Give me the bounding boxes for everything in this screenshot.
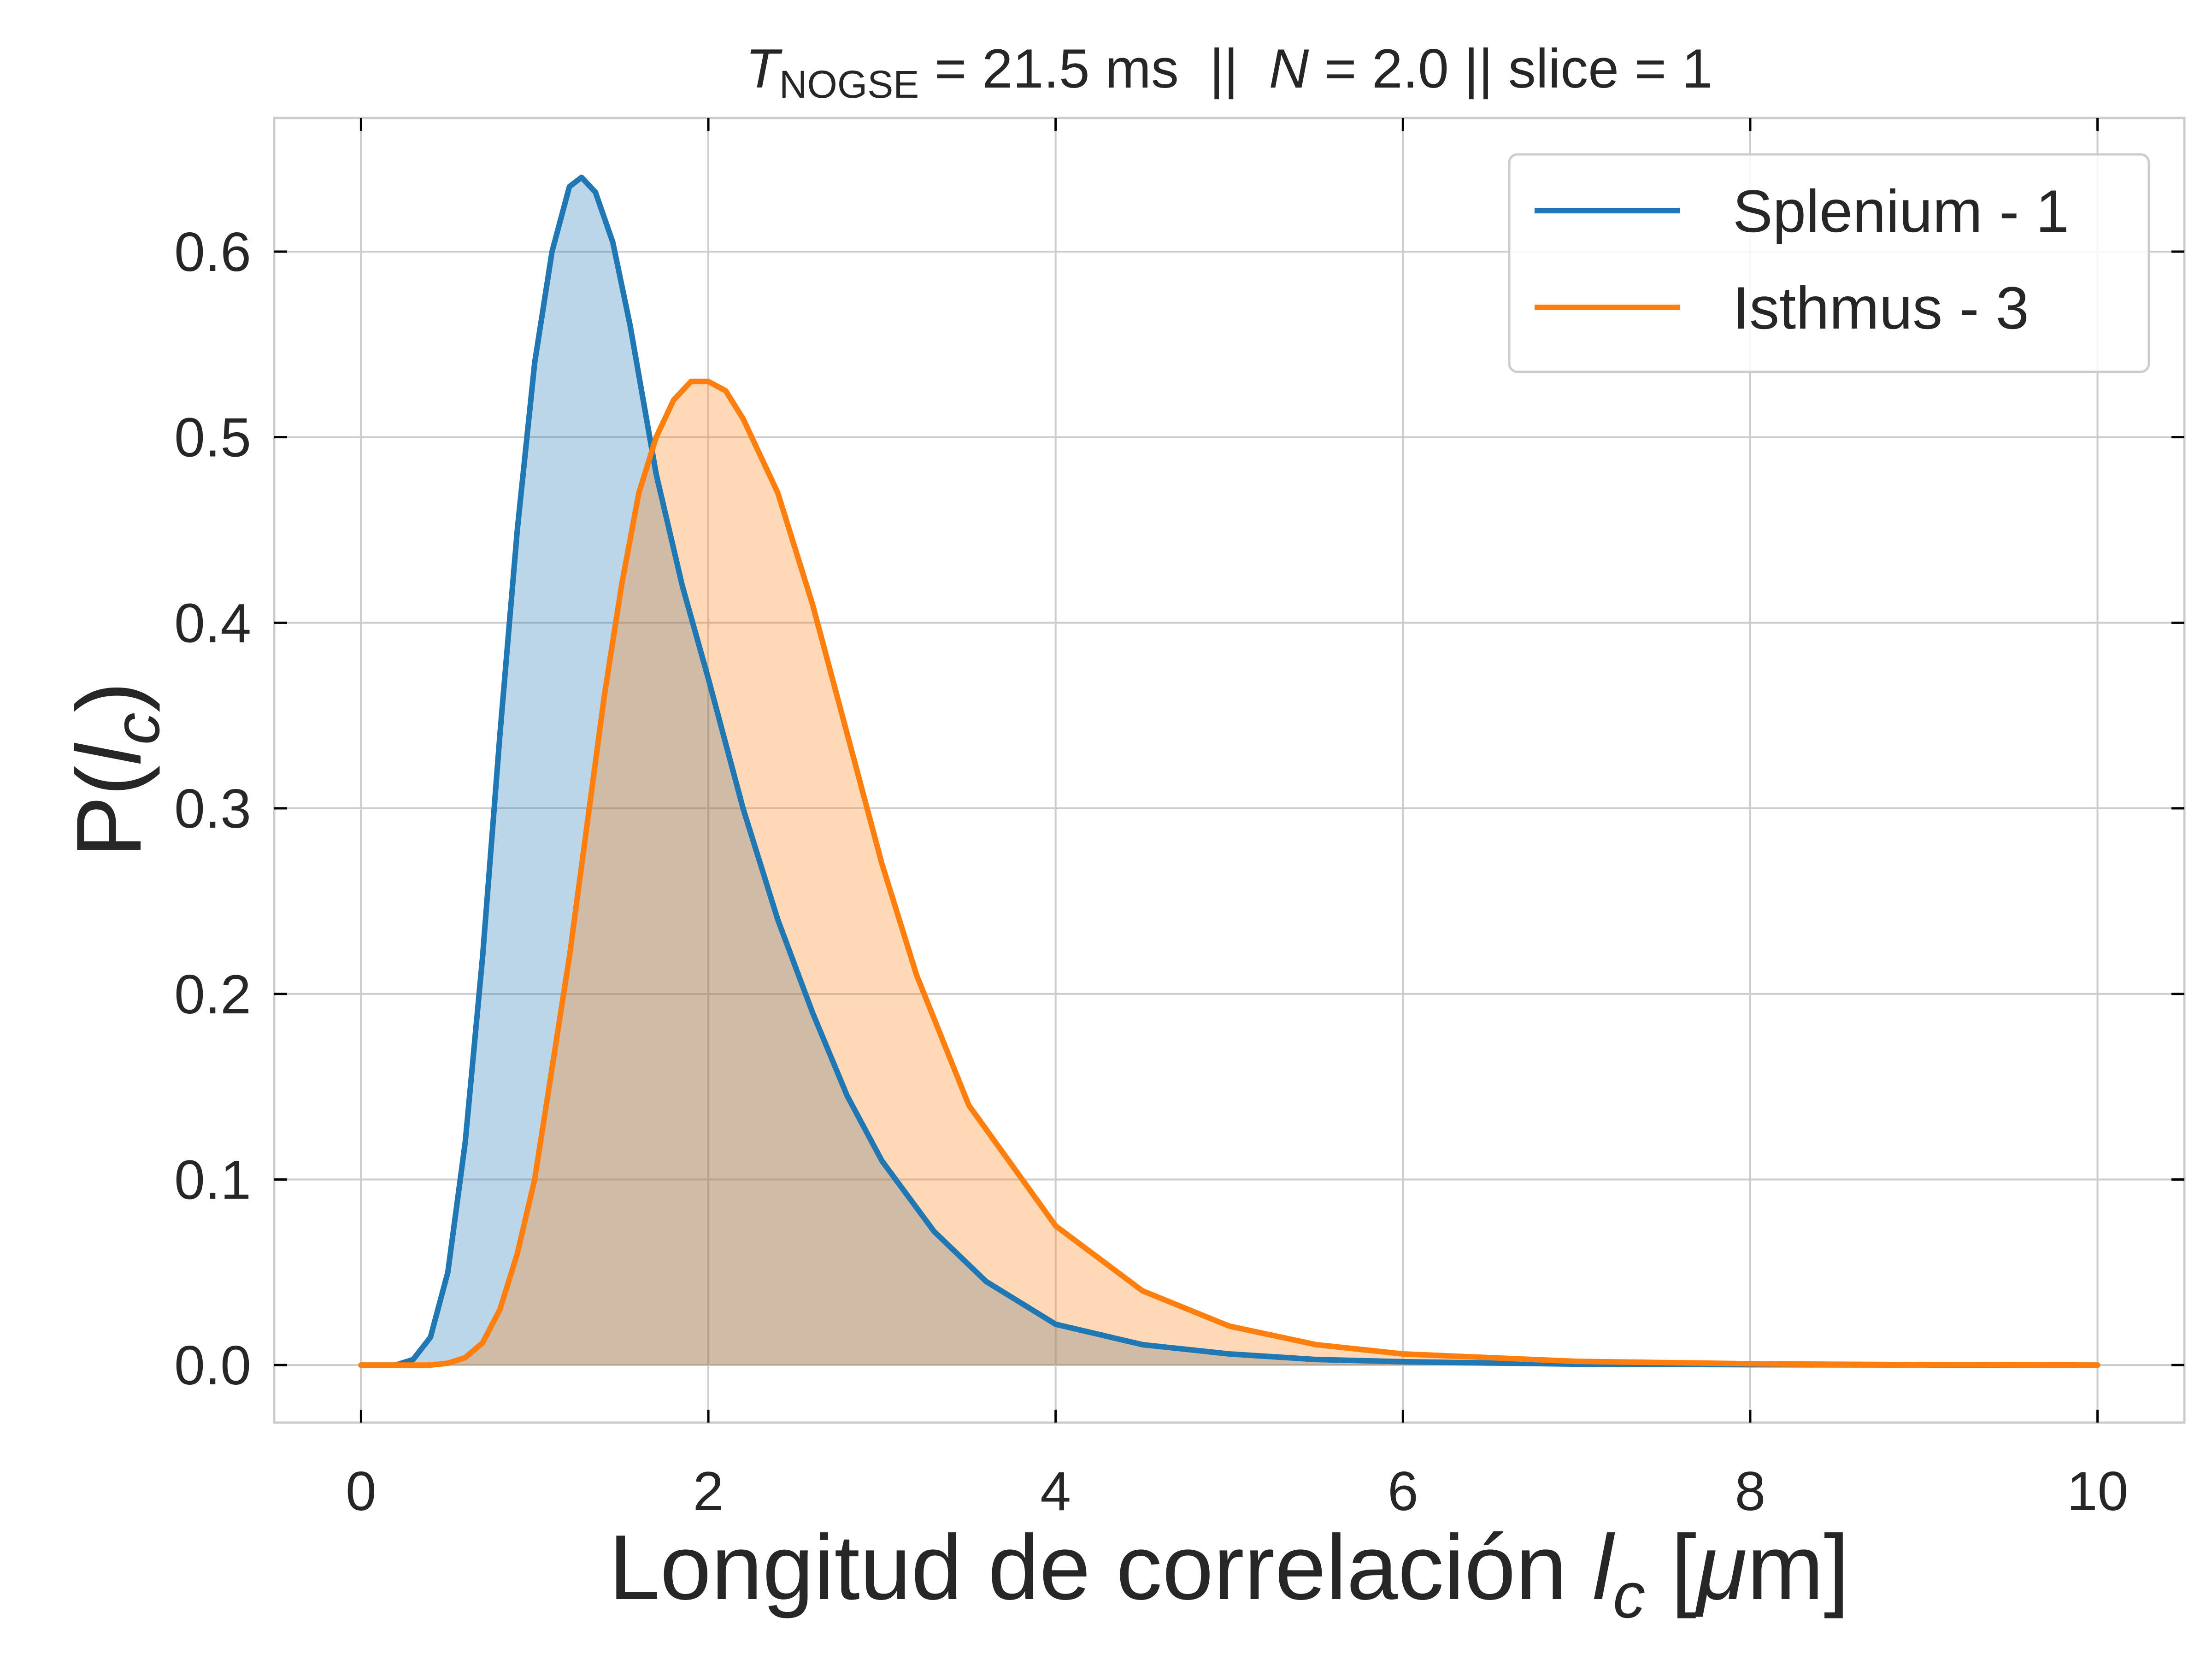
y-tick-label: 0.6 bbox=[174, 221, 251, 283]
y-tick-label: 0.2 bbox=[174, 964, 251, 1025]
y-tick-label: 0.3 bbox=[174, 778, 251, 840]
y-tick-label: 0.4 bbox=[174, 592, 251, 654]
title-t-symbol: T bbox=[746, 38, 783, 100]
legend: Splenium - 1 Isthmus - 3 bbox=[1508, 153, 2150, 373]
title-t-value: = 21.5 ms || bbox=[919, 38, 1269, 100]
x-axis-label-sub: c bbox=[1613, 1559, 1645, 1631]
x-tick-labels: 0 2 4 6 8 10 bbox=[346, 1460, 2128, 1522]
x-tick-label: 8 bbox=[1735, 1460, 1766, 1522]
x-tick-label: 10 bbox=[2067, 1460, 2128, 1522]
series-fills bbox=[361, 177, 2098, 1365]
y-tick-label: 0.0 bbox=[174, 1335, 251, 1396]
y-axis-label-var: l bbox=[58, 743, 160, 765]
y-axis-label-sub: c bbox=[100, 712, 173, 745]
x-axis-label-unit-mu: μ bbox=[1694, 1516, 1747, 1619]
y-tick-label: 0.1 bbox=[174, 1149, 251, 1211]
y-axis-label-suffix: ) bbox=[58, 682, 160, 712]
series-line-isthmus-3 bbox=[358, 378, 2100, 1368]
title-t-subscript: NOGSE bbox=[779, 63, 919, 106]
x-axis-label-unit-rest: m] bbox=[1747, 1516, 1849, 1619]
series-line-splenium-1 bbox=[358, 174, 2100, 1368]
x-axis-label-var: l bbox=[1593, 1516, 1615, 1619]
series-fill-isthmus-3 bbox=[361, 381, 2098, 1365]
chart-title: TNOGSE = 21.5 ms || N = 2.0 || slice = 1 bbox=[746, 38, 1713, 106]
tick-marks bbox=[274, 118, 2184, 1423]
x-axis-label: Longitud de correlación lc [μm] bbox=[609, 1516, 1849, 1631]
series-fill-splenium-1 bbox=[361, 177, 2098, 1365]
x-tick-label: 2 bbox=[693, 1460, 724, 1522]
legend-label-splenium: Splenium - 1 bbox=[1733, 177, 2069, 245]
legend-label-isthmus: Isthmus - 3 bbox=[1733, 274, 2029, 341]
x-axis-label-unit-open: [ bbox=[1645, 1516, 1696, 1619]
title-n-symbol: N bbox=[1269, 38, 1309, 100]
x-tick-label: 6 bbox=[1388, 1460, 1418, 1522]
y-tick-label: 0.5 bbox=[174, 407, 251, 469]
x-tick-label: 4 bbox=[1040, 1460, 1071, 1522]
x-tick-label: 0 bbox=[346, 1460, 377, 1522]
x-axis-label-text: Longitud de correlación bbox=[609, 1516, 1593, 1619]
y-tick-labels: 0.0 0.1 0.2 0.3 0.4 0.5 0.6 bbox=[174, 221, 251, 1396]
y-axis-label: P(lc) bbox=[58, 682, 173, 857]
title-n-value: = 2.0 || slice = 1 bbox=[1309, 38, 1712, 100]
series-lines bbox=[358, 174, 2100, 1368]
y-axis-label-prefix: P( bbox=[58, 765, 160, 858]
